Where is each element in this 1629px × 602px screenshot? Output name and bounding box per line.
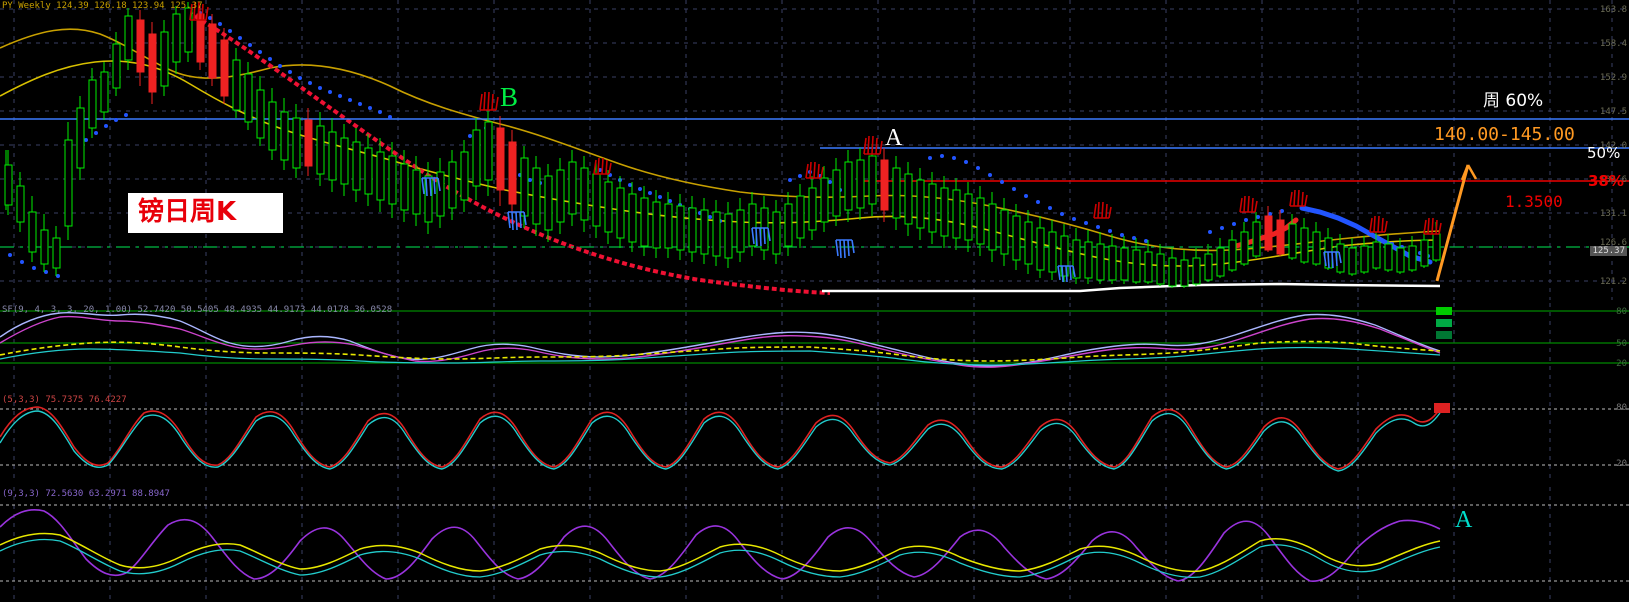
stochfast-line-cyan bbox=[0, 538, 1441, 579]
stochastic-fast-label: (9,3,3) 72.5630 63.2971 88.8947 bbox=[2, 489, 170, 499]
stochastic-slow-panel[interactable]: SF(9, 4, 3, 3, 20, 1.00) 52.7420 50.5405… bbox=[0, 303, 1629, 387]
rsi-line-red bbox=[0, 406, 1441, 470]
stochastic-slow-label: SF(9, 4, 3, 3, 20, 1.00) 52.7420 50.5405… bbox=[2, 305, 393, 315]
price-axis-label: 136.6 bbox=[1599, 175, 1627, 185]
stochastic-fast-panel[interactable]: (9,3,3) 72.5630 63.2971 88.8947 A bbox=[0, 487, 1629, 602]
ma-slow-line bbox=[0, 28, 1441, 252]
price-axis-label: 163.8 bbox=[1599, 5, 1627, 15]
price-chart-svg bbox=[0, 0, 1629, 300]
price-chart-panel[interactable]: PY Weekly 124.39 126.18 123.94 125.37 16… bbox=[0, 0, 1629, 300]
price-level-label: 1.3500 bbox=[1505, 192, 1563, 211]
wave-label-a: A bbox=[885, 125, 903, 151]
buy-signal-icons bbox=[421, 177, 1342, 283]
stochastic-fast-svg bbox=[0, 487, 1629, 602]
chart-title-box: 镑日周K bbox=[128, 193, 283, 233]
sell-signal-icons bbox=[189, 1, 1442, 235]
rsi-axis-label: 20 bbox=[1616, 459, 1627, 469]
fib-38-label: 38% bbox=[1588, 172, 1624, 190]
rsi-label: (5,3,3) 75.7375 76.4227 bbox=[2, 395, 127, 405]
stochfast-line-purple bbox=[0, 509, 1441, 582]
stoch-signal-line bbox=[0, 340, 1441, 362]
symbol-header: PY Weekly 124.39 126.18 123.94 125.37 bbox=[2, 1, 203, 11]
osc-wave-label-a: A bbox=[1455, 507, 1473, 533]
price-axis-label: 121.2 bbox=[1599, 277, 1627, 287]
projection-arrow-shaft bbox=[1435, 164, 1470, 282]
rsi-panel[interactable]: (5,3,3) 75.7375 76.4227 80 20 bbox=[0, 393, 1629, 481]
blue-trend-segment bbox=[1299, 205, 1433, 265]
current-price-badge: 125.37 bbox=[1590, 246, 1627, 256]
period-percent-label: 周 60% bbox=[1483, 86, 1543, 111]
osc-axis-label: 80 bbox=[1616, 307, 1627, 317]
rsi-key-block bbox=[1434, 403, 1450, 413]
stoch-line-1 bbox=[0, 311, 1441, 367]
price-axis-label: 131.1 bbox=[1599, 209, 1627, 219]
osc-axis-label: 20 bbox=[1616, 359, 1627, 369]
price-axis-label: 158.4 bbox=[1599, 39, 1627, 49]
target-range-label: 140.00-145.00 bbox=[1434, 124, 1575, 145]
stochfast-line-yellow bbox=[0, 532, 1441, 573]
price-axis-label: 126.6 bbox=[1599, 238, 1627, 248]
osc-axis-label: 50 bbox=[1616, 339, 1627, 349]
rsi-line-cyan bbox=[0, 410, 1441, 472]
price-axis-label: 152.9 bbox=[1599, 73, 1627, 83]
rsi-svg bbox=[0, 393, 1629, 481]
stoch-line-2 bbox=[0, 315, 1441, 368]
period-percent-text: 周 60% bbox=[1483, 91, 1544, 111]
descending-trendline bbox=[186, 10, 831, 295]
white-support-line bbox=[822, 282, 1441, 293]
price-axis-label: 147.5 bbox=[1599, 107, 1627, 117]
value-key-blocks bbox=[1436, 307, 1452, 339]
price-axis-label: 142.0 bbox=[1599, 141, 1627, 151]
stochastic-slow-svg bbox=[0, 303, 1629, 387]
projection-arrow-head bbox=[1460, 164, 1478, 181]
rsi-axis-label: 80 bbox=[1616, 403, 1627, 413]
stoch-line-4 bbox=[0, 346, 1441, 366]
fib-50-label: 50% bbox=[1587, 144, 1621, 162]
chart-title-label: 镑日周K bbox=[138, 197, 237, 227]
wave-label-b: B bbox=[500, 82, 519, 112]
